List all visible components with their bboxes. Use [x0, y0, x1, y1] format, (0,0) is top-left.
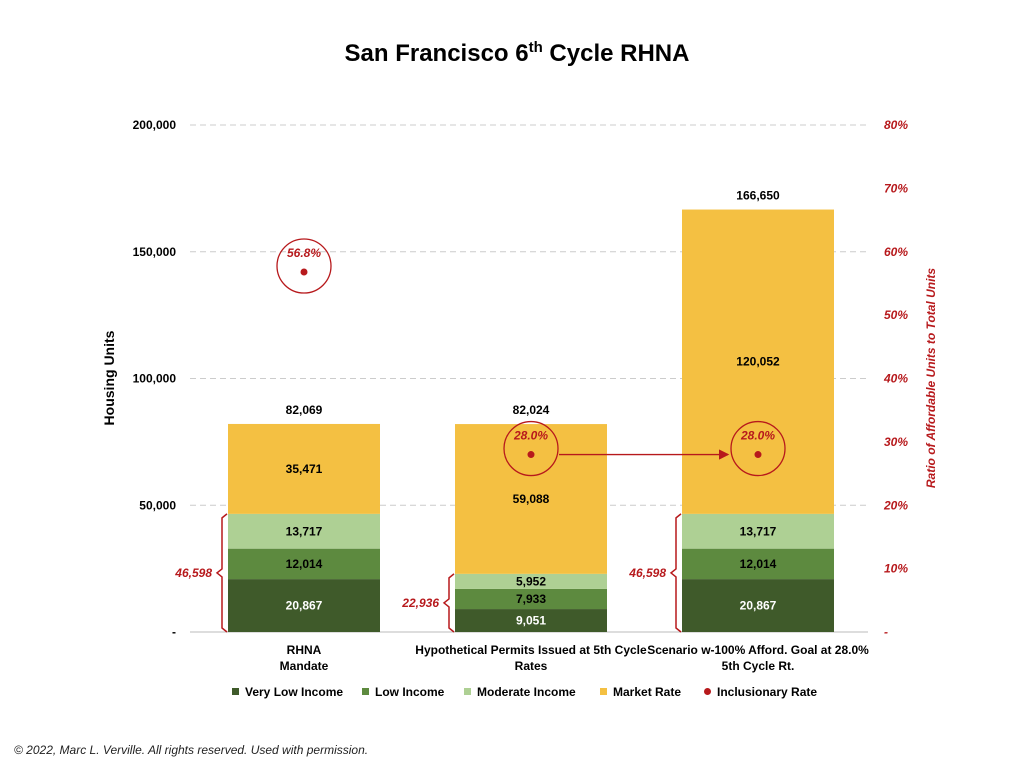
- y2-tick-label: 40%: [883, 372, 908, 386]
- bar-segment: [228, 513, 380, 549]
- bar-total-label: 166,650: [736, 189, 780, 203]
- left-axis-ticks: - 50,000 100,000 150,000 200,000: [133, 118, 177, 639]
- inclusionary-rate-label: 28.0%: [740, 429, 775, 443]
- rate-highlight-circle: [503, 420, 559, 477]
- bar-segment: [228, 579, 380, 632]
- bar-segment-label: 7,933: [516, 592, 546, 606]
- y-tick-label: 200,000: [133, 118, 177, 132]
- bar-segment: [455, 424, 607, 574]
- category-label: Scenario w-100% Afford. Goal at 28.0%: [647, 643, 869, 657]
- bar-segment-label: 12,014: [286, 557, 323, 571]
- inclusionary-rate-markers: 56.8% 28.0% 28.0%: [276, 238, 786, 477]
- affordable-total-label: 46,598: [628, 566, 666, 580]
- legend-label: Inclusionary Rate: [717, 685, 817, 699]
- category-label: Rates: [515, 659, 548, 673]
- legend-swatch: [232, 688, 239, 695]
- y2-tick-label: -: [884, 625, 888, 639]
- rate-highlight-circle: [730, 420, 786, 477]
- category-labels: RHNA Mandate Hypothetical Permits Issued a…: [280, 643, 869, 673]
- affordable-brace: [669, 513, 682, 633]
- legend-swatch: [464, 688, 471, 695]
- bar-segment-label: 12,014: [740, 557, 777, 571]
- y2-tick-label: 80%: [884, 118, 908, 132]
- y2-tick-label: 70%: [884, 181, 908, 195]
- y2-tick-label: 20%: [883, 498, 908, 512]
- bar-segment-label: 13,717: [740, 524, 777, 538]
- y-tick-label: 150,000: [133, 245, 177, 259]
- copyright-footer: © 2022, Marc L. Verville. All rights res…: [14, 743, 369, 757]
- affordable-brace: [215, 513, 228, 633]
- bar-segment-label: 120,052: [736, 355, 780, 369]
- affordable-braces: 46,598 22,936 46,598: [174, 513, 682, 633]
- category-label: 5th Cycle Rt.: [722, 659, 795, 673]
- bar-segment-label: 59,088: [513, 492, 550, 506]
- bar-total-label: 82,024: [513, 403, 550, 417]
- y-axis-title: Housing Units: [101, 330, 117, 425]
- legend-label: Moderate Income: [477, 685, 576, 699]
- bar-segment: [455, 588, 607, 610]
- chart-title-rest: Cycle RHNA: [543, 40, 690, 67]
- legend-label: Market Rate: [613, 685, 681, 699]
- affordable-total-label: 46,598: [174, 566, 212, 580]
- category-label: RHNA: [287, 643, 322, 657]
- bar-segment: [455, 573, 607, 589]
- bar-segment-label: 35,471: [286, 462, 323, 476]
- y2-tick-label: 10%: [884, 562, 908, 576]
- legend-label: Very Low Income: [245, 685, 343, 699]
- affordable-total-label: 22,936: [401, 596, 439, 610]
- bar-segment: [682, 548, 834, 580]
- chart-title-superscript: th: [529, 39, 543, 56]
- bar-segment: [228, 548, 380, 580]
- y2-axis-title: Ratio of Affordable Units to Total Units: [924, 268, 938, 489]
- bar-segment: [682, 209, 834, 514]
- bar-segment-label: 5,952: [516, 574, 546, 588]
- legend-swatch: [704, 688, 711, 695]
- y2-tick-label: 30%: [884, 435, 908, 449]
- legend-swatch: [600, 688, 607, 695]
- bar-segment-label: 20,867: [286, 599, 323, 613]
- y2-tick-label: 60%: [884, 245, 908, 259]
- bars: 20,867 12,014 13,717 35,471 82,069 9,051 7,933…: [228, 189, 834, 632]
- y-tick-label: -: [172, 625, 176, 639]
- legend: Very Low Income Low Income Moderate Income…: [232, 685, 817, 699]
- chart-title-main: San Francisco 6: [345, 40, 529, 67]
- bar-segment: [228, 423, 380, 514]
- inclusionary-rate-point: [300, 268, 308, 276]
- chart-title: San Francisco 6th Cycle RHNA: [345, 39, 690, 67]
- bar-segment: [682, 513, 834, 549]
- bar-segment-label: 13,717: [286, 524, 323, 538]
- category-label: Hypothetical Permits Issued at 5th Cycle: [415, 643, 647, 657]
- bar-segment: [455, 609, 607, 632]
- category-label: Mandate: [280, 659, 329, 673]
- y-tick-label: 100,000: [133, 372, 177, 386]
- inclusionary-rate-point: [754, 451, 762, 459]
- y2-tick-label: 50%: [884, 308, 908, 322]
- inclusionary-rate-label: 56.8%: [287, 246, 321, 260]
- inclusionary-rate-point: [527, 451, 535, 459]
- legend-swatch: [362, 688, 369, 695]
- bar-segment: [682, 579, 834, 632]
- bar-total-label: 82,069: [286, 403, 323, 417]
- rate-highlight-circle: [276, 238, 332, 294]
- right-axis-ticks: - 10% 20% 30% 40% 50% 60% 70% 80%: [883, 118, 908, 639]
- legend-label: Low Income: [375, 685, 445, 699]
- inclusionary-rate-label: 28.0%: [513, 429, 548, 443]
- y-tick-label: 50,000: [139, 498, 176, 512]
- affordable-brace: [442, 573, 455, 633]
- bar-segment-label: 9,051: [516, 614, 546, 628]
- bar-segment-label: 20,867: [740, 599, 777, 613]
